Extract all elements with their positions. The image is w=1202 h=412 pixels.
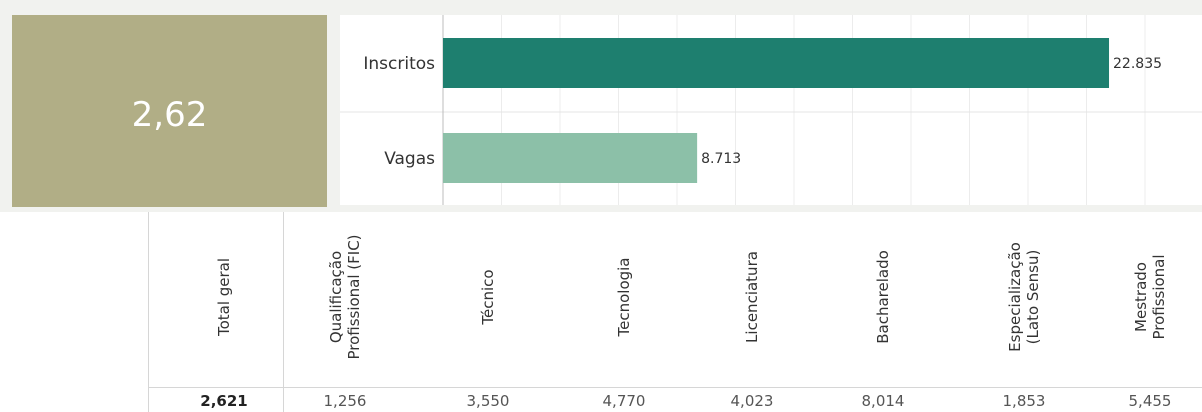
table-cell: 5,455 <box>1128 392 1172 410</box>
bar-vagas[interactable] <box>443 133 698 183</box>
total-geral-value: 2,621 <box>200 392 248 410</box>
column-header-label: Mestrado Profissional <box>1132 254 1168 340</box>
column-header: Bacharelado <box>853 212 913 382</box>
column-header: Qualificação Profissional (FIC) <box>315 212 375 382</box>
table-cell: 1,256 <box>323 392 367 410</box>
column-header: Total geral <box>194 212 254 382</box>
table-row-divider <box>148 387 1202 388</box>
table-cell: 4,023 <box>730 392 774 410</box>
ratio-kpi-value: 2,62 <box>131 95 208 135</box>
column-header: Mestrado Profissional <box>1120 212 1180 382</box>
column-header-label: Qualificação Profissional (FIC) <box>327 234 363 360</box>
column-header: Técnico <box>458 212 518 382</box>
table-cell: 8,014 <box>861 392 905 410</box>
column-header-label: Total geral <box>215 257 233 337</box>
column-header-label: Tecnologia <box>615 257 633 337</box>
bar-chart-panel: Inscritos 22.835 Vagas 8.713 <box>340 15 1202 205</box>
summary-table: Total geral 2,621 Qualificação Profissiona… <box>0 212 1202 412</box>
table-divider <box>283 212 284 412</box>
column-header-label: Especialização (Lato Sensu) <box>1006 242 1042 352</box>
bar-inscritos[interactable] <box>443 38 1110 88</box>
column-header: Tecnologia <box>594 212 654 382</box>
category-label-inscritos: Inscritos <box>363 54 435 74</box>
column-header-label: Licenciatura <box>743 251 761 343</box>
table-cell: 3,550 <box>466 392 510 410</box>
column-header-label: Técnico <box>479 269 497 325</box>
ratio-kpi-tile[interactable]: 2,62 <box>12 15 327 207</box>
bar-value-label-vagas: 8.713 <box>701 151 741 167</box>
column-header-label: Bacharelado <box>874 250 892 344</box>
category-label-vagas: Vagas <box>384 149 435 169</box>
table-cell: 4,770 <box>602 392 646 410</box>
table-divider <box>148 212 149 412</box>
column-header: Especialização (Lato Sensu) <box>994 212 1054 382</box>
column-header: Licenciatura <box>722 212 782 382</box>
table-cell: 1,853 <box>1002 392 1046 410</box>
bar-chart-svg: Inscritos 22.835 Vagas 8.713 <box>340 15 1202 205</box>
bar-value-label-inscritos: 22.835 <box>1113 56 1162 72</box>
